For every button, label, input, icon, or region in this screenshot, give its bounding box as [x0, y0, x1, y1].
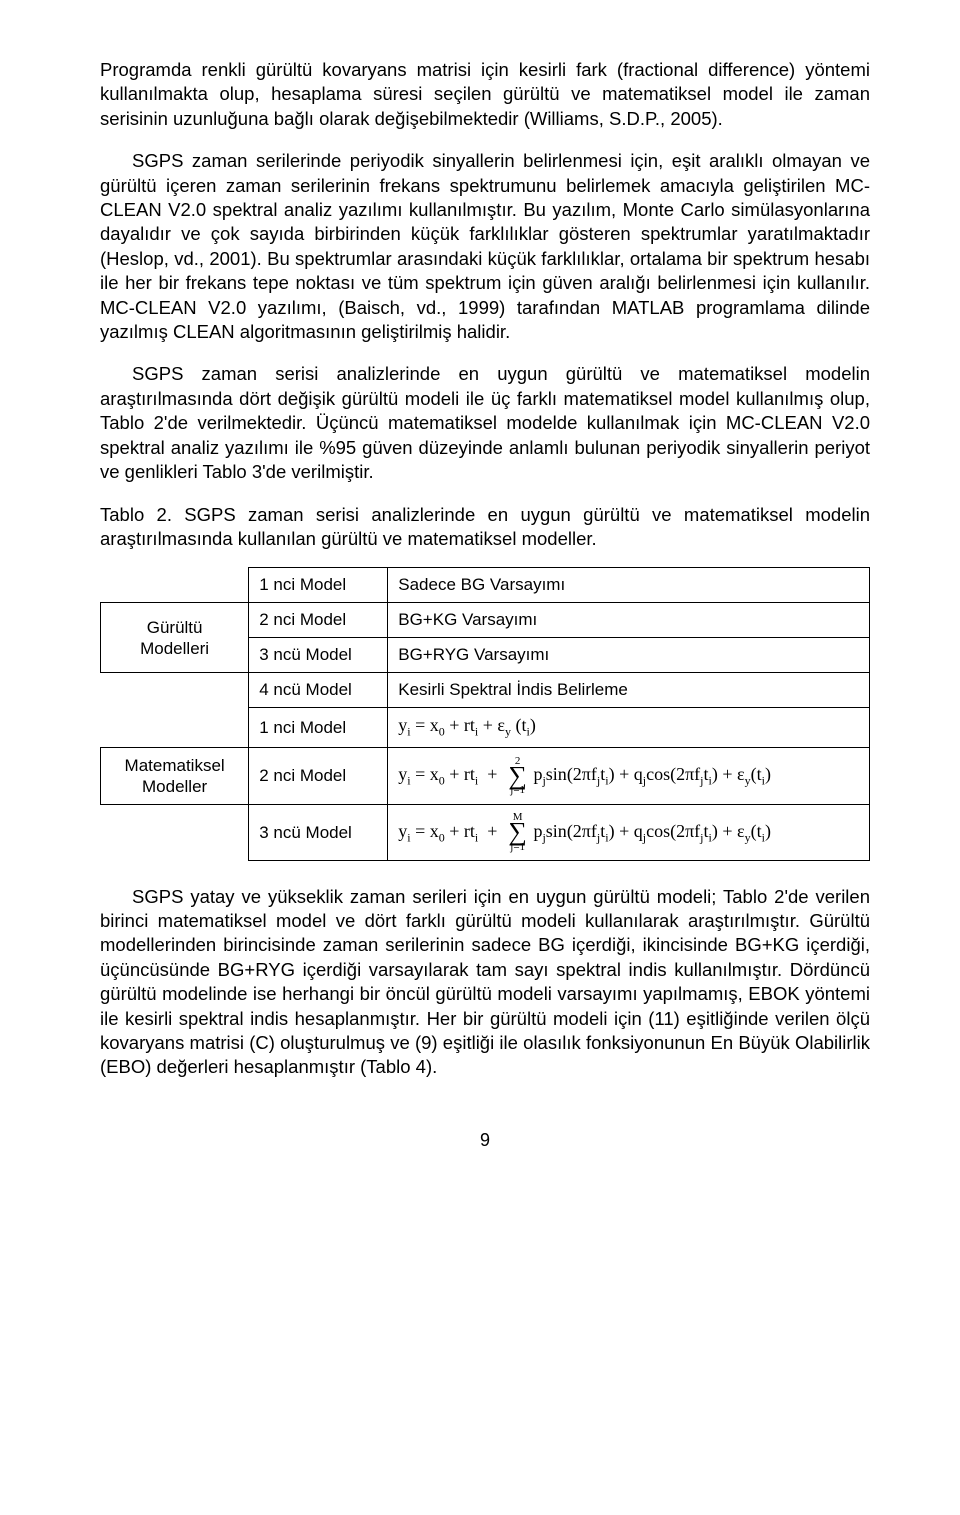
paragraph-4: SGPS yatay ve yükseklik zaman serileri i…	[100, 885, 870, 1080]
sum-icon: M ∑ j=1	[508, 812, 527, 852]
rowhead-math: Matematiksel Modeller	[101, 747, 249, 805]
table-row: 4 ncü Model Kesirli Spektral İndis Belir…	[101, 673, 870, 708]
table-2-caption: Tablo 2. SGPS zaman serisi analizlerinde…	[100, 503, 870, 552]
cell-mmodel-3: 3 ncü Model	[249, 805, 388, 860]
formula-1: yi = x0 + rti + εy (ti)	[398, 715, 536, 735]
page-number: 9	[100, 1098, 870, 1161]
cell-model-4: 4 ncü Model	[249, 673, 388, 708]
formula-2: yi = x0 + rti + 2 ∑ j=1 pjsin(2πfjti) + …	[398, 764, 771, 784]
cell-model-3-desc: BG+RYG Varsayımı	[388, 638, 870, 673]
table-2: 1 nci Model Sadece BG Varsayımı Gürültü …	[100, 567, 870, 860]
cell-model-4-desc: Kesirli Spektral İndis Belirleme	[388, 673, 870, 708]
cell-formula-1: yi = x0 + rti + εy (ti)	[388, 708, 870, 748]
cell-model-2-desc: BG+KG Varsayımı	[388, 603, 870, 638]
cell-model-1: 1 nci Model	[249, 568, 388, 603]
cell-model-3: 3 ncü Model	[249, 638, 388, 673]
table-row: Gürültü Modelleri 2 nci Model BG+KG Vars…	[101, 603, 870, 638]
cell-formula-2: yi = x0 + rti + 2 ∑ j=1 pjsin(2πfjti) + …	[388, 747, 870, 805]
table-row: Matematiksel Modeller 2 nci Model yi = x…	[101, 747, 870, 805]
table-row: 1 nci Model Sadece BG Varsayımı	[101, 568, 870, 603]
table-row: 1 nci Model yi = x0 + rti + εy (ti)	[101, 708, 870, 748]
paragraph-3: SGPS zaman serisi analizlerinde en uygun…	[100, 362, 870, 484]
formula-3: yi = x0 + rti + M ∑ j=1 pjsin(2πfjti) + …	[398, 821, 771, 841]
paragraph-2: SGPS zaman serilerinde periyodik sinyall…	[100, 149, 870, 344]
paragraph-1: Programda renkli gürültü kovaryans matri…	[100, 58, 870, 131]
sum-icon: 2 ∑ j=1	[508, 756, 527, 796]
cell-formula-3: yi = x0 + rti + M ∑ j=1 pjsin(2πfjti) + …	[388, 805, 870, 860]
cell-model-2: 2 nci Model	[249, 603, 388, 638]
table-row: 3 ncü Model yi = x0 + rti + M ∑ j=1 pjsi…	[101, 805, 870, 860]
cell-mmodel-2: 2 nci Model	[249, 747, 388, 805]
cell-mmodel-1: 1 nci Model	[249, 708, 388, 748]
cell-model-1-desc: Sadece BG Varsayımı	[388, 568, 870, 603]
rowhead-noise: Gürültü Modelleri	[101, 603, 249, 673]
